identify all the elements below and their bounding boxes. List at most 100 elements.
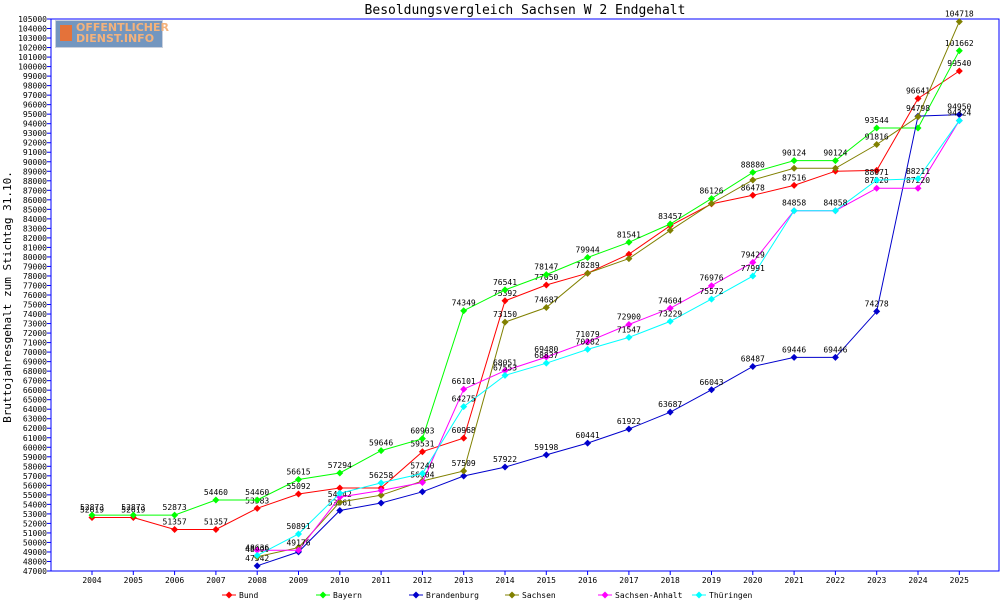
y-axis-title: Bruttojahresgehalt zum Stichtag 31.10.: [1, 171, 14, 423]
data-label-brandenburg: 59198: [534, 443, 558, 452]
y-tick-label: 61000: [23, 434, 47, 443]
data-label-bund: 86478: [741, 183, 765, 192]
x-tick-label: 2012: [413, 576, 432, 585]
data-label-sachsen-anhalt: 74604: [658, 296, 682, 305]
data-point-bayern: [88, 511, 96, 519]
data-point-th-ringen: [749, 272, 757, 280]
data-point-th-ringen: [873, 176, 881, 184]
x-tick-label: 2004: [82, 576, 101, 585]
data-point-th-ringen: [295, 530, 302, 538]
data-label-bayern: 54460: [204, 488, 228, 497]
data-label-th-ringen: 84858: [782, 199, 806, 208]
data-label-bayern: 56615: [286, 467, 310, 476]
x-tick-label: 2022: [826, 576, 845, 585]
y-tick-label: 88000: [23, 177, 47, 186]
data-point-bayern: [790, 157, 798, 165]
y-tick-label: 60000: [23, 443, 47, 452]
data-point-sachsen: [873, 140, 881, 148]
legend: Bund Bayern Brandenburg Sachsen Sachsen-Anha…: [222, 591, 753, 600]
series-line-sachsen: [257, 21, 960, 558]
data-point-brandenburg: [460, 472, 468, 480]
y-tick-label: 94000: [23, 120, 47, 129]
data-point-sachsen: [790, 164, 798, 172]
y-tick-label: 87000: [23, 186, 47, 195]
data-point-sachsen: [666, 226, 674, 234]
data-point-brandenburg: [666, 408, 674, 416]
y-tick-label: 59000: [23, 453, 47, 462]
data-point-sachsen: [625, 255, 633, 263]
legend-marker-bund: [225, 591, 233, 599]
y-tick-label: 85000: [23, 205, 47, 214]
x-tick-label: 2006: [165, 576, 184, 585]
data-point-sachsen: [336, 498, 344, 506]
y-tick-label: 64000: [23, 405, 47, 414]
legend-marker-th-ringen: [695, 591, 703, 599]
data-point-sachsen: [377, 491, 385, 499]
series-line-th-ringen: [256, 120, 960, 556]
data-label-th-ringen: 67553: [493, 363, 517, 372]
y-tick-label: 74000: [23, 310, 47, 319]
series-bayern: 52873 52873 52873 54460 54460 56615 57294 59646…: [80, 39, 974, 519]
data-point-bayern: [625, 238, 633, 246]
data-point-bund: [542, 281, 550, 289]
data-label-bayern: 52873: [163, 503, 187, 512]
site-logo: OFFENTLICHER DIENST.INFO: [55, 20, 169, 48]
data-point-th-ringen: [418, 470, 426, 478]
data-point-bund: [955, 67, 963, 75]
y-tick-label: 54000: [23, 500, 47, 509]
x-tick-label: 2011: [371, 576, 390, 585]
y-tick-label: 69000: [23, 358, 47, 367]
y-tick-label: 65000: [23, 396, 47, 405]
data-label-th-ringen: 88071: [865, 168, 889, 177]
data-point-brandenburg: [418, 488, 426, 496]
y-tick-label: 73000: [23, 320, 47, 329]
y-tick-label: 84000: [23, 215, 47, 224]
y-tick-label: 51000: [23, 529, 47, 538]
y-tick-label: 98000: [23, 82, 47, 91]
data-label-bayern: 74349: [452, 299, 476, 308]
data-label-sachsen: 104718: [945, 10, 974, 19]
data-label-bayern: 60903: [410, 427, 434, 436]
data-label-sachsen-anhalt: 71079: [576, 330, 600, 339]
data-point-brandenburg: [253, 562, 261, 570]
data-label-th-ringen: 73229: [658, 309, 682, 318]
data-point-bayern: [831, 157, 839, 165]
y-tick-label: 78000: [23, 272, 47, 281]
data-label-th-ringen: 50891: [286, 522, 310, 531]
legend-label-sachsen: Sachsen: [522, 591, 556, 600]
data-point-sachsen: [501, 318, 509, 326]
x-tick-label: 2007: [206, 576, 225, 585]
data-label-sachsen: 91816: [865, 132, 889, 141]
data-label-bund: 51357: [163, 518, 187, 527]
data-point-th-ringen: [666, 317, 674, 325]
y-tick-label: 80000: [23, 253, 47, 262]
data-label-bund: 75392: [493, 289, 517, 298]
x-tick-label: 2008: [248, 576, 267, 585]
logo-text: OFFENTLICHER DIENST.INFO: [76, 22, 169, 44]
y-tick-label: 70000: [23, 348, 47, 357]
data-point-bayern: [377, 447, 385, 455]
data-point-th-ringen: [377, 479, 385, 487]
data-label-th-ringen: 75572: [699, 287, 723, 296]
data-label-th-ringen: 77991: [741, 264, 765, 273]
x-tick-label: 2010: [330, 576, 349, 585]
data-point-bund: [914, 95, 922, 103]
data-label-bayern: 86126: [699, 187, 723, 196]
legend-label-bayern: Bayern: [333, 591, 362, 600]
logo-mark: [60, 25, 72, 41]
legend-marker-bayern: [319, 591, 327, 599]
data-point-th-ringen: [584, 345, 592, 353]
data-label-brandenburg: 57922: [493, 455, 517, 464]
data-point-bayern: [460, 307, 468, 315]
data-point-th-ringen: [460, 403, 468, 411]
data-point-bund: [749, 191, 757, 199]
y-tick-label: 47000: [23, 567, 47, 576]
data-point-sachsen: [584, 269, 592, 277]
data-label-sachsen-anhalt: 66101: [452, 377, 476, 386]
data-point-th-ringen: [708, 295, 715, 303]
y-tick-label: 92000: [23, 139, 47, 148]
data-label-bayern: 78147: [534, 263, 558, 272]
y-tick-label: 95000: [23, 110, 47, 119]
data-point-sachsen-anhalt: [749, 258, 757, 266]
data-point-bund: [336, 484, 344, 492]
